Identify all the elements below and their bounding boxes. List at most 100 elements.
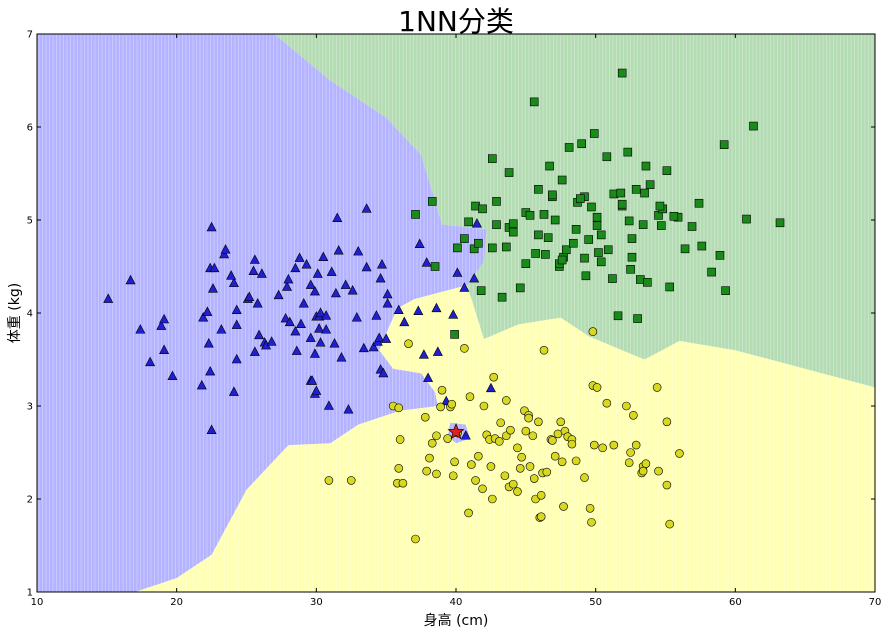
- data-point-triangle: [347, 285, 358, 295]
- data-point-circle: [394, 403, 404, 413]
- data-point-square: [508, 219, 518, 229]
- y-axis-ticks: 1 2 3 4 5 6 7: [27, 30, 875, 599]
- data-point-square: [515, 283, 525, 293]
- data-point-triangle: [103, 293, 114, 303]
- data-point-square: [624, 216, 634, 226]
- data-point-triangle: [351, 312, 362, 322]
- data-point-square: [576, 194, 585, 203]
- data-point-triangle: [206, 424, 217, 434]
- data-point-square: [497, 292, 507, 302]
- data-point-triangle: [305, 279, 316, 289]
- data-point-triangle: [378, 367, 389, 378]
- data-point-circle: [422, 466, 431, 476]
- data-point-circle: [394, 464, 404, 473]
- data-point-triangle: [353, 245, 364, 256]
- data-point-square: [613, 311, 623, 321]
- data-point-circle: [395, 435, 405, 444]
- data-point-square: [548, 190, 557, 200]
- data-point-square: [596, 230, 606, 240]
- data-point-triangle: [254, 329, 265, 340]
- data-point-square: [488, 154, 497, 163]
- data-point-triangle: [231, 353, 242, 364]
- data-point-triangle: [202, 306, 213, 316]
- data-point-square: [617, 199, 627, 209]
- data-point-triangle: [326, 266, 337, 276]
- data-point-square: [569, 238, 578, 248]
- data-point-circle: [324, 476, 334, 485]
- data-point-triangle: [203, 338, 214, 348]
- y-tick-label: 7: [27, 30, 33, 41]
- data-points: [103, 68, 785, 544]
- data-point-square: [577, 139, 587, 149]
- data-point-triangle: [485, 382, 496, 393]
- y-tick-label: 1: [27, 588, 33, 599]
- data-point-square: [478, 204, 487, 214]
- data-point-circle: [425, 453, 434, 463]
- data-point-circle: [464, 508, 473, 518]
- data-point-square: [742, 214, 751, 224]
- data-point-triangle: [167, 370, 178, 381]
- data-point-circle: [525, 462, 535, 471]
- data-point-square: [557, 175, 567, 185]
- data-point-square: [602, 152, 612, 162]
- data-point-triangle: [413, 305, 424, 315]
- data-point-square: [680, 244, 690, 254]
- x-tick-label: 50: [589, 597, 602, 608]
- data-point-triangle: [309, 285, 320, 296]
- data-point-circle: [548, 436, 557, 445]
- data-point-triangle: [376, 258, 387, 269]
- data-point-circle: [478, 484, 487, 494]
- data-point-square: [608, 274, 617, 283]
- data-point-circle: [624, 458, 634, 468]
- data-point-triangle: [252, 298, 263, 308]
- data-point-square: [594, 248, 603, 257]
- data-point-triangle: [459, 282, 470, 292]
- data-point-circle: [420, 412, 430, 422]
- data-point-square: [645, 180, 655, 189]
- data-point-square: [592, 212, 602, 222]
- data-point-square: [587, 202, 596, 212]
- data-point-square: [775, 218, 785, 228]
- data-point-triangle: [330, 287, 341, 298]
- y-tick-label: 4: [27, 309, 33, 320]
- data-point-triangle: [198, 312, 209, 322]
- data-point-triangle: [418, 349, 429, 359]
- data-point-circle: [479, 401, 489, 411]
- data-point-triangle: [305, 332, 316, 342]
- data-point-square: [539, 210, 549, 219]
- data-point-triangle: [159, 344, 170, 355]
- x-axis-label: 身高 (cm): [424, 612, 489, 629]
- data-point-triangle: [471, 218, 482, 228]
- data-point-square: [580, 253, 589, 263]
- data-point-square: [662, 166, 672, 176]
- data-point-triangle: [309, 348, 320, 358]
- data-point-circle: [662, 417, 672, 427]
- decision-regions: [37, 34, 875, 592]
- data-point-square: [541, 250, 550, 259]
- data-point-square: [623, 147, 633, 157]
- y-tick-label: 6: [27, 123, 33, 134]
- x-axis-ticks: 10 20 30 40 50 60 70: [31, 34, 881, 608]
- data-point-square: [657, 221, 666, 230]
- data-point-square: [640, 188, 649, 198]
- data-point-triangle: [469, 272, 480, 283]
- data-point-square: [501, 242, 511, 252]
- data-point-triangle: [301, 258, 312, 269]
- data-point-circle: [515, 464, 525, 473]
- data-point-triangle: [333, 245, 344, 255]
- data-point-circle: [550, 451, 560, 461]
- data-point-triangle: [209, 262, 220, 273]
- data-point-triangle: [358, 342, 369, 353]
- data-point-circle: [467, 460, 476, 469]
- data-point-square: [450, 330, 459, 339]
- data-point-triangle: [248, 265, 259, 275]
- data-point-triangle: [343, 404, 354, 414]
- data-point-square: [596, 257, 606, 267]
- data-point-circle: [486, 462, 496, 471]
- data-point-triangle: [336, 351, 347, 362]
- data-point-triangle: [382, 288, 393, 299]
- data-point-circle: [588, 327, 598, 336]
- data-point-circle: [622, 401, 631, 411]
- data-point-triangle: [273, 289, 284, 300]
